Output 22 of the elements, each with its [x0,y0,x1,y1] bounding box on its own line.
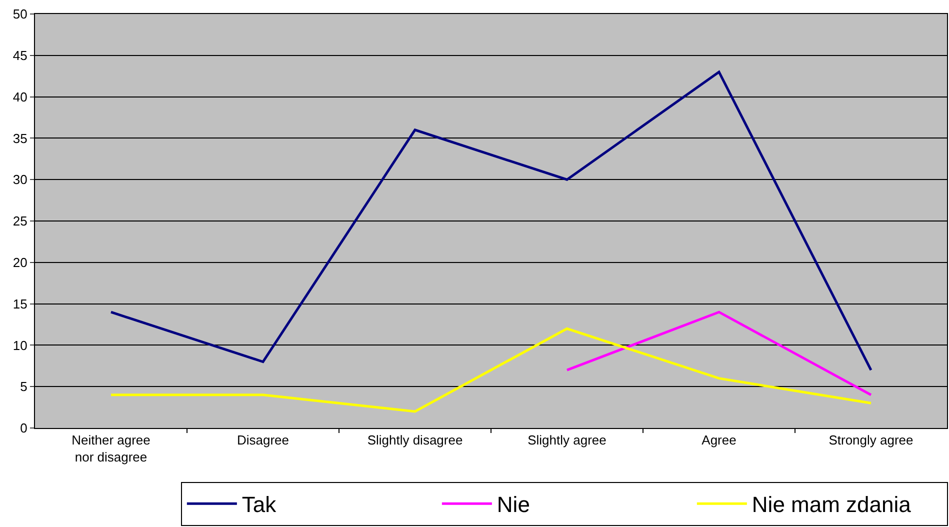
y-tick-label: 40 [12,89,28,104]
y-tick-label: 5 [20,379,28,394]
x-tick-label: Neither agree nor disagree [72,432,150,464]
line-series [110,70,872,372]
y-tick-label: 30 [12,172,28,188]
y-tick-label: 0 [20,420,28,436]
y-tick-label: 45 [12,48,28,63]
legend-label: Nie [496,492,530,518]
y-tick-label: 20 [12,254,28,270]
x-tick-label: Strongly agree [828,432,914,448]
line-series [110,327,872,413]
x-tick-label: Disagree [236,432,290,448]
x-tick-label: Slightly agree [528,432,606,448]
x-tick-label: Agree [702,432,736,448]
legend-label: Tak [242,492,278,518]
x-tick-label: Slightly disagree [367,432,463,448]
y-tick-label: 35 [12,130,28,146]
y-tick-label: 15 [12,296,28,312]
y-tick-label: 25 [12,214,28,229]
y-tick-label: 50 [12,6,28,22]
y-tick-label: 10 [12,338,28,353]
legend-label: Nie mam zdania [752,492,912,518]
